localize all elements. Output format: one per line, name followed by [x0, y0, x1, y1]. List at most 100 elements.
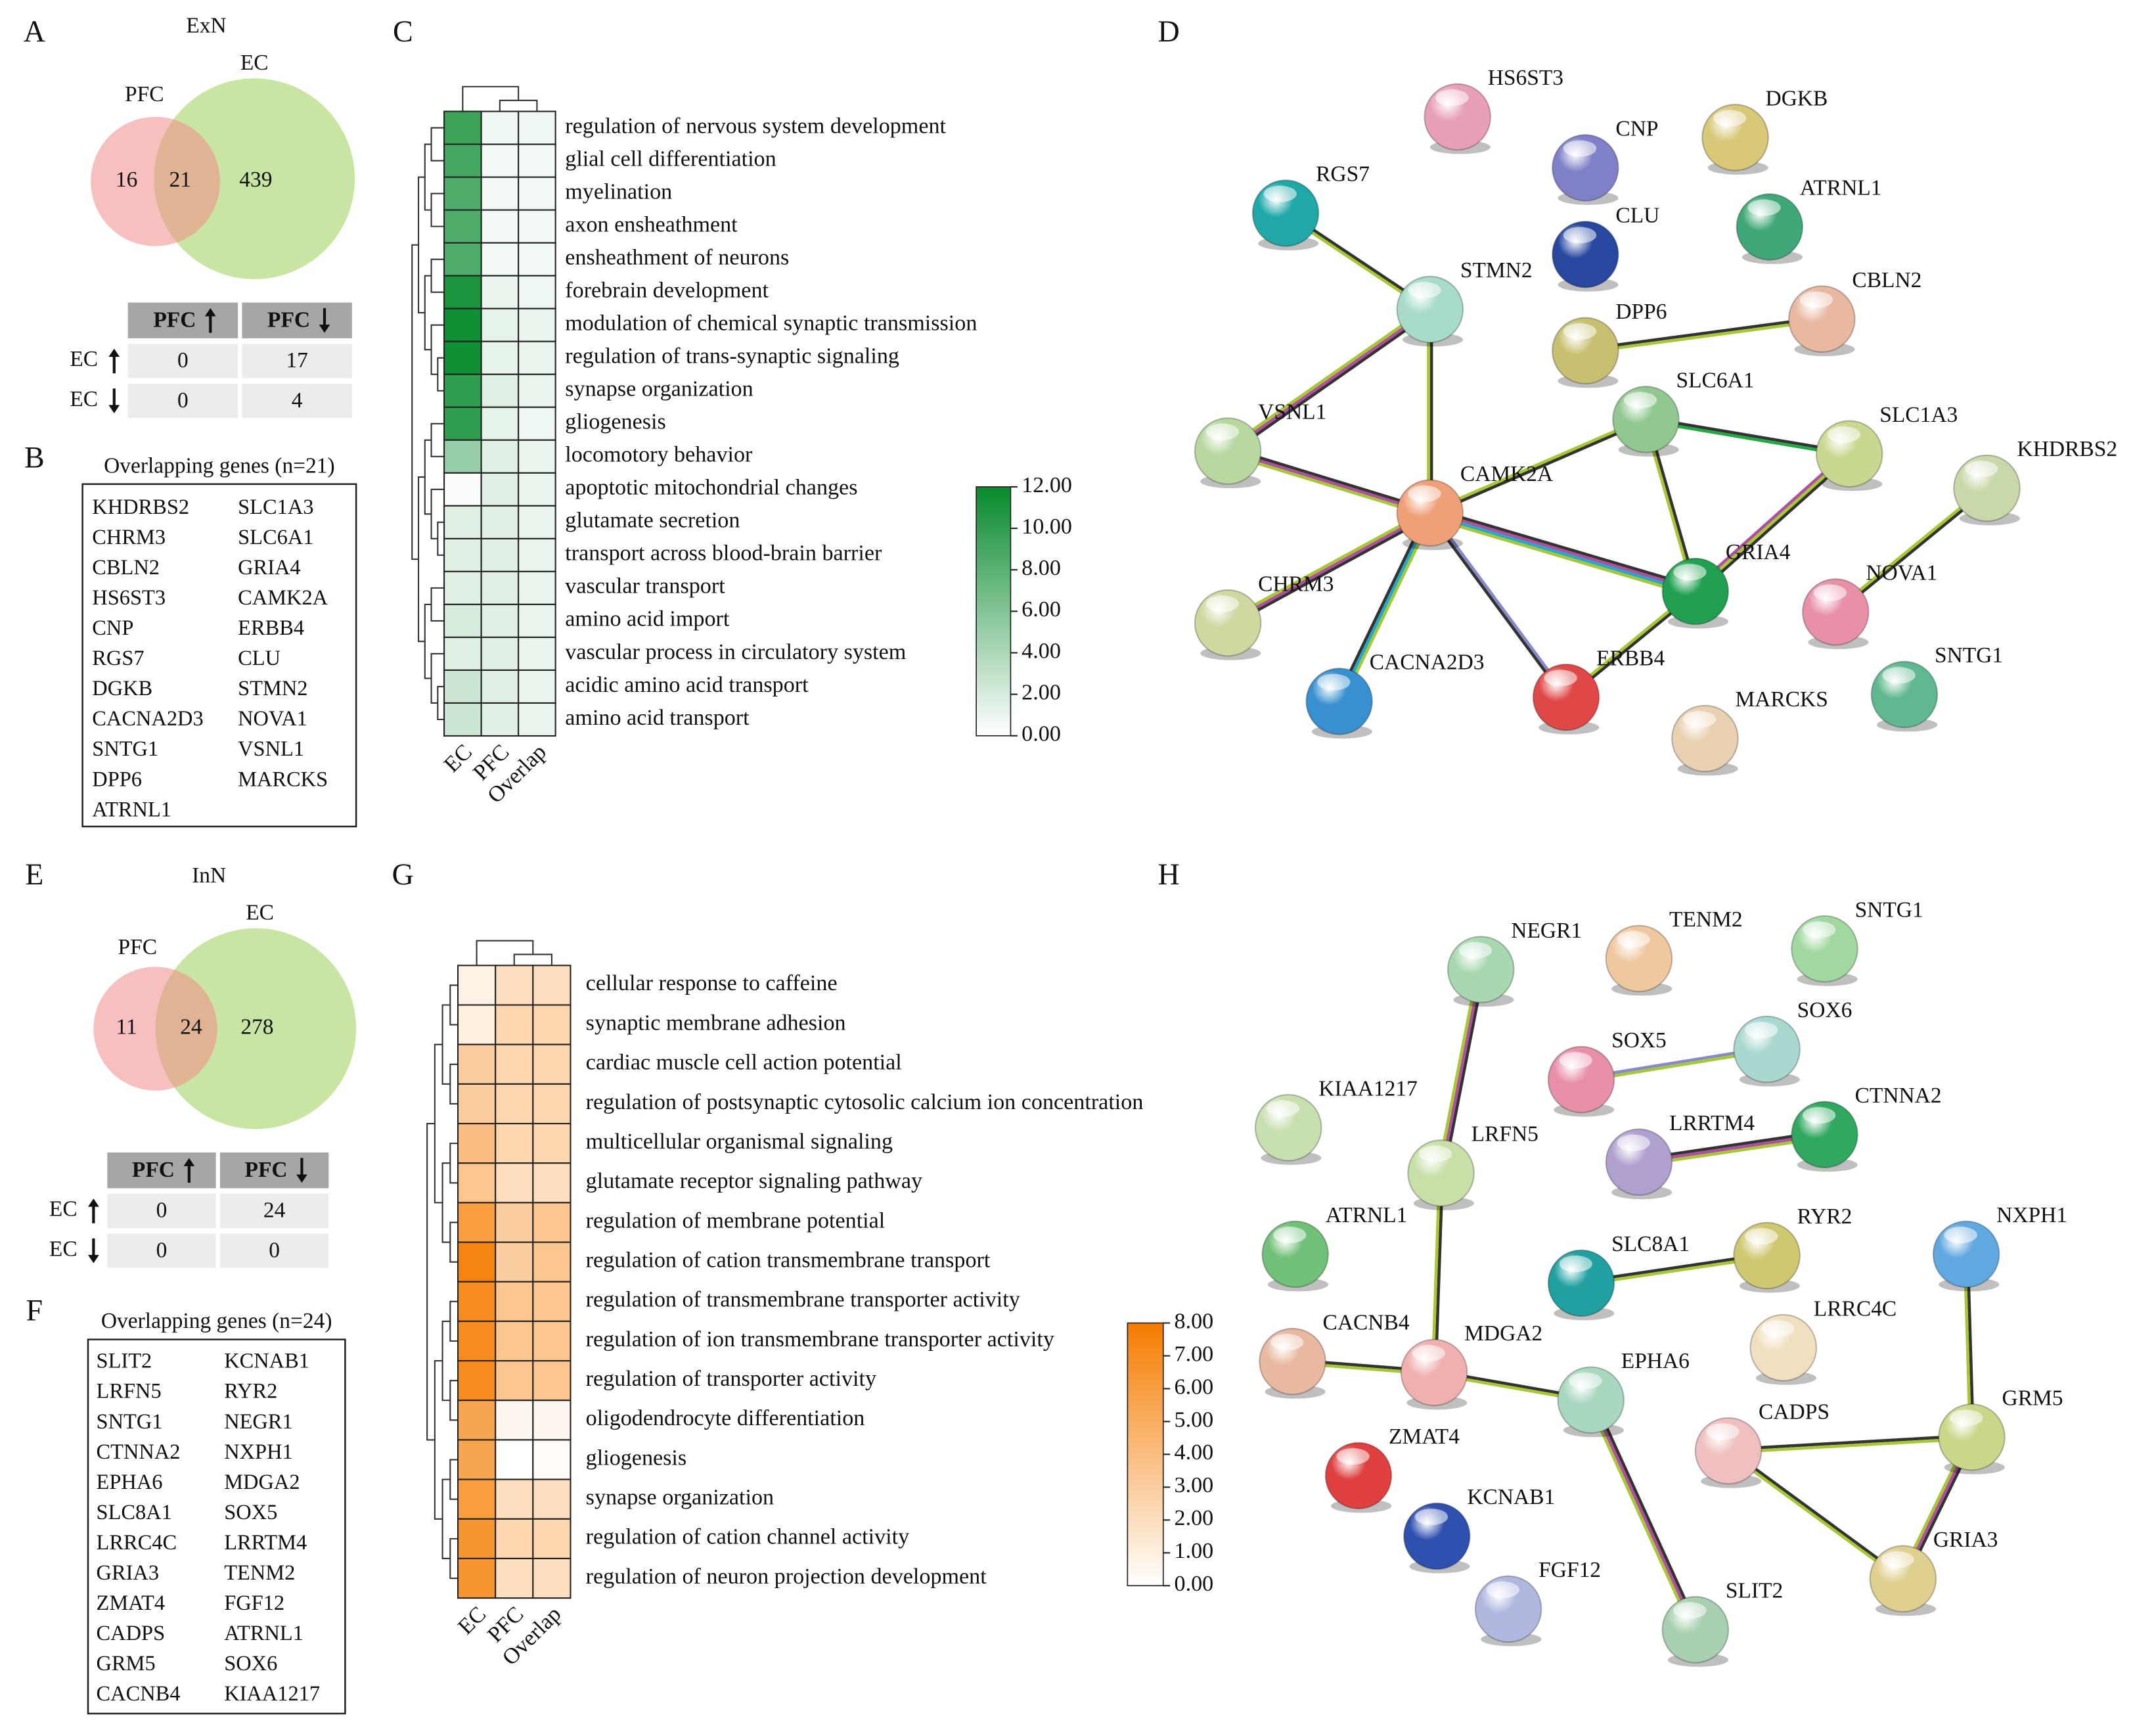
heatmap-cell	[443, 242, 482, 277]
table-row-header: EC	[49, 1237, 78, 1261]
term-label: acidic amino acid transport	[565, 673, 809, 697]
gene-name: NOVA1	[238, 707, 307, 731]
dendrogram	[449, 1063, 459, 1105]
node-label: CHRM3	[1258, 572, 1334, 596]
heatmap-cell	[495, 1518, 534, 1560]
network-edge	[1586, 1400, 1694, 1632]
heatmap-cell	[480, 340, 520, 375]
node-label: LRRC4C	[1814, 1296, 1897, 1321]
heatmap-cell	[532, 1557, 572, 1599]
heatmap-cell	[495, 1043, 534, 1085]
gene-name: SLIT2	[97, 1350, 152, 1373]
node-highlight	[1673, 564, 1707, 581]
heatmap-cell	[480, 373, 520, 408]
heatmap-cell	[457, 1360, 497, 1402]
network-edge	[1436, 969, 1480, 1173]
network-edge	[1694, 452, 1851, 593]
heatmap-cell	[480, 242, 520, 277]
heatmap-cell	[518, 110, 556, 145]
heatmap-cell	[457, 965, 497, 1006]
table-header	[242, 302, 352, 338]
gene-name: KCNAB1	[224, 1350, 309, 1373]
table-value: 0	[156, 1238, 168, 1262]
dendrogram	[449, 1221, 459, 1263]
heatmap-cell	[518, 406, 556, 441]
heatmap-cell	[518, 537, 556, 572]
heatmap-cell	[443, 603, 482, 638]
node-label: CADPS	[1759, 1400, 1830, 1424]
panel-label: D	[1158, 14, 1180, 48]
node-highlight	[1408, 485, 1441, 502]
table-header	[219, 1152, 329, 1189]
colorbar-label: 10.00	[1022, 514, 1072, 539]
network-edge	[1429, 511, 1569, 698]
gene-name: FGF12	[224, 1591, 284, 1615]
term-label: modulation of chemical synaptic transmis…	[565, 311, 977, 336]
venn-title: ExN	[186, 14, 226, 38]
node-highlight	[1747, 199, 1781, 216]
dendrogram	[417, 476, 425, 643]
term-label: glutamate secretion	[565, 509, 740, 533]
heatmap-cell	[457, 1518, 497, 1560]
heatmap-cell	[480, 406, 520, 441]
network-edge	[1337, 512, 1431, 702]
dendrogram	[449, 1538, 459, 1580]
node-label: EPHA6	[1621, 1349, 1690, 1373]
dendrogram	[449, 1300, 459, 1342]
heatmap-cell	[443, 308, 482, 342]
dendrogram	[449, 1380, 459, 1421]
node-highlight	[1713, 110, 1747, 127]
network-edge	[1428, 417, 1646, 513]
node-label: MDGA2	[1464, 1321, 1542, 1346]
colorbar-label: 8.00	[1022, 556, 1061, 580]
heatmap-cell	[495, 1162, 534, 1204]
heatmap-cell	[518, 636, 556, 671]
term-label: synapse organization	[586, 1486, 774, 1510]
node-highlight	[1799, 291, 1833, 308]
colorbar	[1127, 1322, 1164, 1587]
heatmap-cell	[518, 505, 556, 539]
dendrogram	[437, 521, 445, 556]
heatmap-cell	[532, 1162, 572, 1204]
colorbar	[976, 486, 1012, 737]
venn-right	[155, 928, 357, 1129]
heatmap-cell	[480, 176, 520, 211]
heatmap-cell	[518, 570, 556, 605]
node-highlight	[1745, 1228, 1778, 1245]
heatmap-cell	[457, 1241, 497, 1283]
term-label: regulation of cation channel activity	[586, 1525, 910, 1549]
heatmap-cell	[443, 537, 482, 572]
heatmap-cell	[480, 603, 520, 638]
term-label: regulation of transmembrane transporter …	[586, 1288, 1020, 1312]
heatmap-cell	[480, 570, 520, 605]
term-label: axon ensheathment	[565, 212, 738, 237]
node-highlight	[1745, 1022, 1778, 1039]
heatmap-cell	[532, 1360, 572, 1402]
table-row-header: EC	[70, 347, 98, 371]
heatmap-cell	[457, 1281, 497, 1322]
dendrogram	[430, 488, 445, 539]
term-label: ensheathment of neurons	[565, 245, 789, 269]
dendrogram	[449, 984, 459, 1026]
genes-box	[87, 1338, 346, 1715]
dendrogram	[424, 603, 432, 679]
node-label: NOVA1	[1866, 561, 1937, 585]
venn-title: InN	[192, 863, 226, 888]
dendrogram	[424, 439, 432, 515]
node-highlight	[1544, 670, 1577, 687]
heatmap-cell	[518, 275, 556, 309]
network-edge	[1429, 419, 1648, 516]
dendrogram	[499, 99, 538, 112]
term-label: regulation of ion transmembrane transpor…	[586, 1327, 1054, 1352]
colorbar-label: 4.00	[1175, 1440, 1214, 1465]
term-label: vascular process in circulatory system	[565, 640, 906, 664]
node-highlight	[1266, 1100, 1299, 1117]
heatmap-cell	[480, 110, 520, 145]
gene-name: NEGR1	[224, 1410, 293, 1434]
network-edge	[1592, 1398, 1700, 1629]
term-label: vascular transport	[565, 574, 725, 599]
term-label: regulation of membrane potential	[586, 1208, 886, 1233]
node-highlight	[1419, 1145, 1452, 1162]
venn-count: 278	[240, 1014, 273, 1039]
